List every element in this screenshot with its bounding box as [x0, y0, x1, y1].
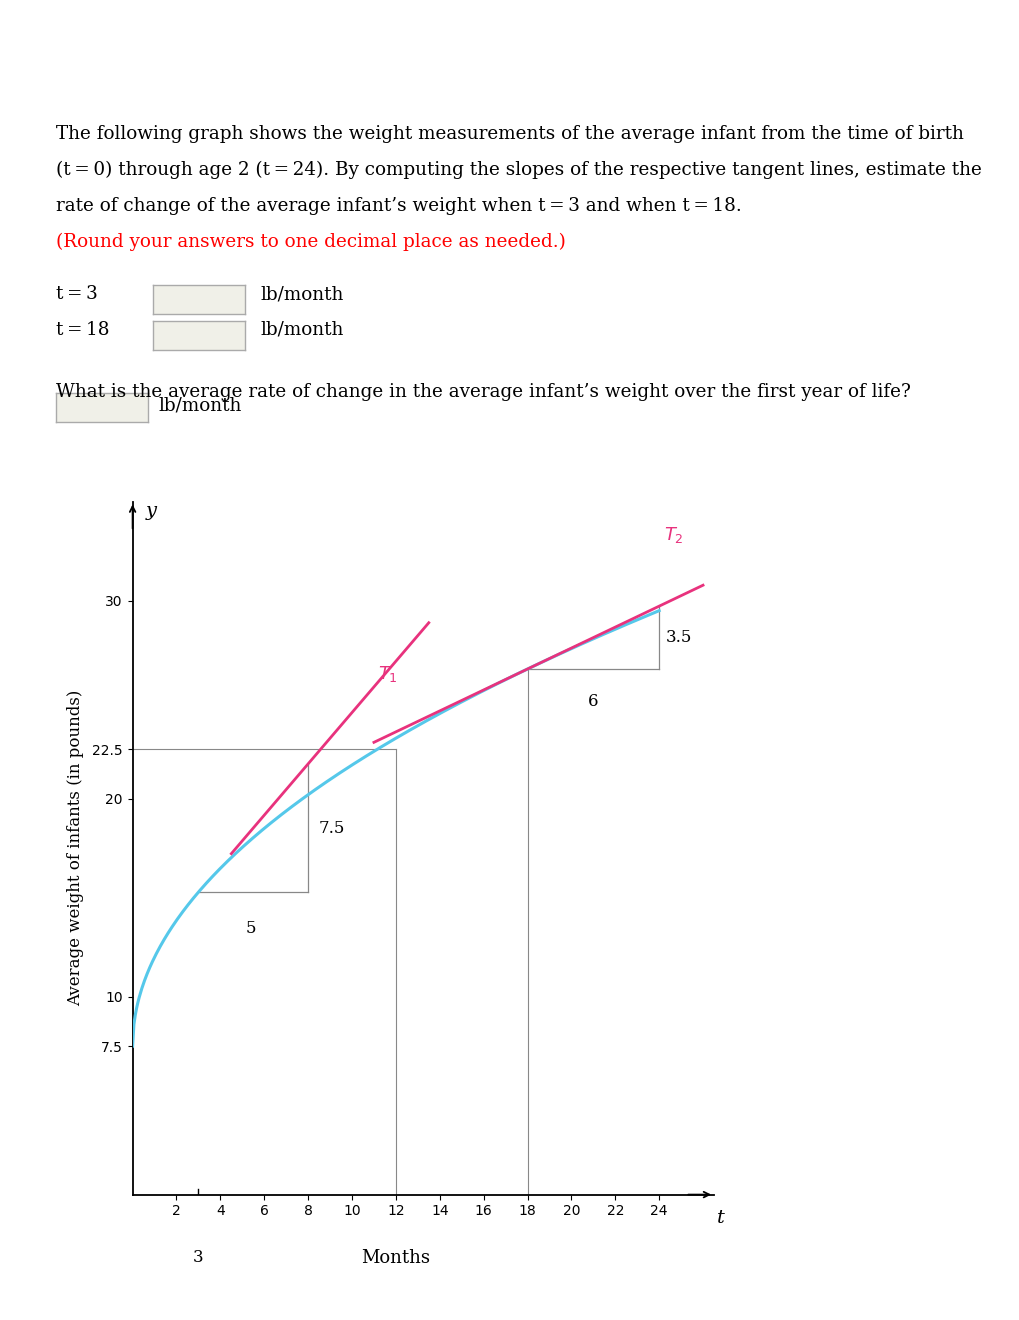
- Text: (t = 0) through age 2 (t = 24). By computing the slopes of the respective tangen: (t = 0) through age 2 (t = 24). By compu…: [56, 161, 981, 180]
- Text: Months: Months: [361, 1249, 430, 1267]
- Text: t = 3: t = 3: [56, 285, 98, 304]
- Text: t: t: [716, 1209, 723, 1228]
- Text: 3.5: 3.5: [665, 630, 692, 645]
- Text: lb/month: lb/month: [158, 396, 242, 414]
- Text: t = 18: t = 18: [56, 321, 109, 339]
- Text: 7.5: 7.5: [319, 820, 345, 837]
- Text: rate of change of the average infant’s weight when t = 3 and when t = 18.: rate of change of the average infant’s w…: [56, 197, 741, 215]
- Text: y: y: [146, 503, 157, 520]
- Text: What is the average rate of change in the average infant’s weight over the first: What is the average rate of change in th…: [56, 383, 910, 401]
- Text: lb/month: lb/month: [260, 321, 343, 339]
- Y-axis label: Average weight of infants (in pounds): Average weight of infants (in pounds): [67, 690, 84, 1006]
- Text: $T_2$: $T_2$: [663, 525, 683, 545]
- Text: lb/month: lb/month: [260, 285, 343, 304]
- Text: 6: 6: [588, 693, 598, 710]
- Text: 3: 3: [193, 1250, 204, 1266]
- Text: 5: 5: [246, 920, 256, 937]
- Text: (Round your answers to one decimal place as needed.): (Round your answers to one decimal place…: [56, 232, 566, 251]
- Text: The following graph shows the weight measurements of the average infant from the: The following graph shows the weight mea…: [56, 125, 963, 144]
- Text: $T_1$: $T_1$: [378, 664, 397, 684]
